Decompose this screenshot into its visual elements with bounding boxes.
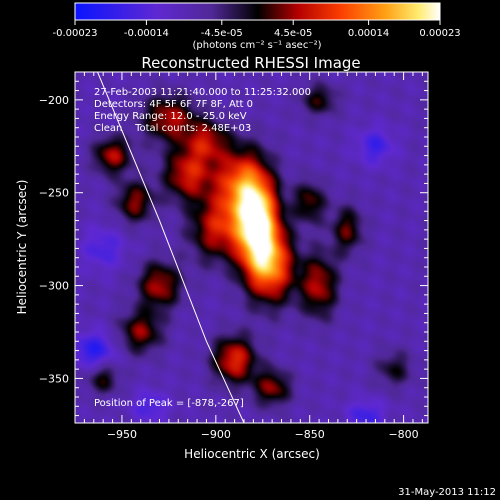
y-tick-label: −350 [39,372,69,385]
x-tick-label: −900 [201,428,231,441]
heatmap-image [75,72,428,423]
annotation-clean-counts: Clean Total counts: 2.48E+03 [94,123,251,134]
x-tick-label: −950 [107,428,137,441]
colorbar-ticks: -0.00023 -0.00014 -4.5e-05 4.5e-05 0.00014 0.… [53,20,461,39]
y-tick-label: −250 [39,187,69,200]
x-axis-label: Heliocentric X (arcsec) [184,447,320,461]
y-axis-ticks: −200 −250 −300 −350 [39,71,428,417]
annotation-energy-range: Energy Range: 12.0 - 25.0 keV [94,111,247,122]
colorbar-tick-label: 0.00023 [419,28,460,39]
chart-title: Reconstructed RHESSI Image [141,54,360,72]
solar-limb-line [97,72,245,423]
annotation-detectors: Detectors: 4F 5F 6F 7F 8F, Att 0 [94,99,253,110]
colorbar-tick-label: -4.5e-05 [201,28,243,39]
timestamp: 31-May-2013 11:12 [398,487,496,498]
colorbar-tick-label: 4.5e-05 [274,28,312,39]
y-tick-label: −200 [39,94,69,107]
plot-frame [74,71,429,424]
colorbar [74,2,441,21]
annotation-time-range: 27-Feb-2003 11:21:40.000 to 11:25:32.000 [94,87,311,98]
colorbar-tick-label: 0.00014 [348,28,389,39]
colorbar-tick-label: -0.00014 [124,28,169,39]
colorbar-tick-label: -0.00023 [53,28,98,39]
x-tick-label: −800 [388,428,418,441]
y-axis-label: Heliocentric Y (arcsec) [15,180,29,315]
x-axis-ticks: −950 −900 −850 −800 [74,72,423,441]
y-tick-label: −300 [39,280,69,293]
colorbar-unit-label: (photons cm⁻² s⁻¹ asec⁻²) [192,40,321,51]
x-tick-label: −850 [295,428,325,441]
peak-position-label: Position of Peak = [-878,-267] [94,398,244,409]
